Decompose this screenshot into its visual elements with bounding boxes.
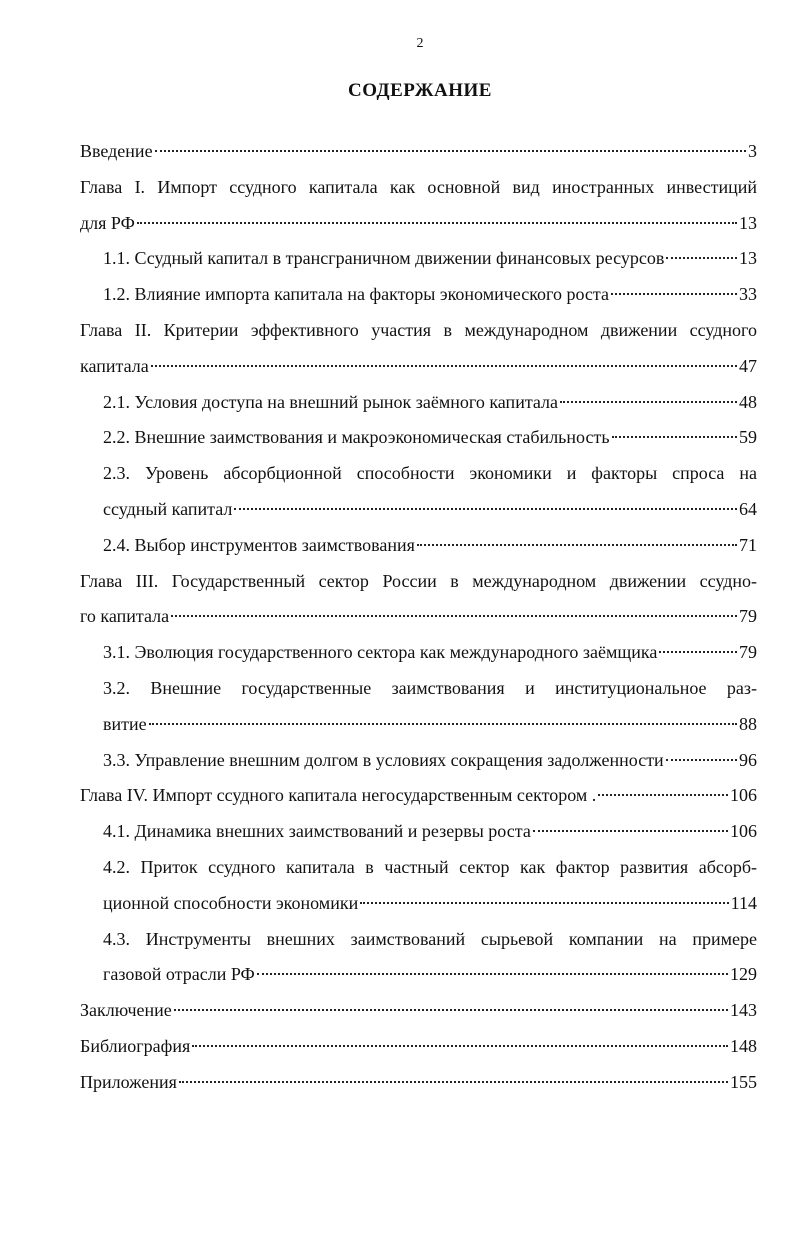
toc-line: капитала 47 bbox=[80, 349, 757, 385]
leader bbox=[666, 257, 737, 260]
leader bbox=[532, 830, 728, 833]
leader bbox=[192, 1044, 728, 1047]
leader bbox=[178, 1080, 728, 1083]
leader bbox=[256, 973, 728, 976]
entry-page: 106 bbox=[730, 821, 757, 842]
entry-text: 3.3. Управление внешним долгом в условия… bbox=[103, 749, 664, 770]
toc-line: Библиография 148 bbox=[80, 1029, 757, 1065]
leader bbox=[154, 150, 746, 152]
entry-text: 3.1. Эволюция государственного сектора к… bbox=[103, 642, 658, 663]
leader bbox=[610, 293, 737, 296]
entry-page: 47 bbox=[739, 355, 757, 376]
entry-page: 3 bbox=[748, 141, 757, 161]
entry-page: 155 bbox=[730, 1071, 757, 1092]
entry-page: 59 bbox=[739, 427, 757, 448]
toc-line: 4.1. Динамика внешних заимствований и ре… bbox=[80, 814, 757, 850]
leader bbox=[665, 758, 737, 761]
toc-line: 2.3. Уровень абсорбционной способности э… bbox=[103, 463, 757, 484]
toc-line: Заключение 143 bbox=[80, 993, 757, 1029]
leader bbox=[360, 901, 729, 904]
leader bbox=[171, 615, 737, 618]
entry-text: 2.4. Выбор инструментов заимствования bbox=[103, 534, 415, 555]
entry-page: 106 bbox=[730, 785, 757, 806]
entry-page: 79 bbox=[739, 642, 757, 663]
entry-text: ссудный капитал bbox=[103, 498, 233, 519]
leader bbox=[598, 794, 728, 797]
toc-line: витие 88 bbox=[80, 707, 757, 743]
toc-line: 2.2. Внешние заимствования и макроэконом… bbox=[80, 420, 757, 456]
entry-text: ционной способности экономики bbox=[103, 892, 359, 913]
entry-page: 48 bbox=[739, 391, 757, 412]
entry-text: витие bbox=[103, 713, 147, 734]
toc-line: 3.2. Внешние государственные заимствован… bbox=[103, 677, 757, 698]
entry-page: 143 bbox=[730, 1000, 757, 1021]
toc-line: 2.1. Условия доступа на внешний рынок за… bbox=[80, 385, 757, 421]
entry-text: 2.1. Условия доступа на внешний рынок за… bbox=[103, 391, 559, 412]
leader bbox=[150, 364, 737, 367]
entry-page: 71 bbox=[739, 534, 757, 555]
entry-text: газовой отрасли РФ bbox=[103, 964, 255, 985]
toc-line: для РФ 13 bbox=[80, 206, 757, 242]
toc-line: 3.3. Управление внешним долгом в условия… bbox=[80, 743, 757, 779]
leader bbox=[659, 651, 737, 654]
entry-page: 88 bbox=[739, 713, 757, 734]
entry-text: Введение bbox=[80, 141, 153, 161]
toc: Введение 3 Глава I. Импорт ссудного капита… bbox=[80, 134, 757, 1101]
toc-line: Глава II. Критерии эффективного участия … bbox=[80, 319, 757, 340]
entry-text: 4.1. Динамика внешних заимствований и ре… bbox=[103, 821, 531, 842]
entry-page: 13 bbox=[739, 248, 757, 269]
toc-line: 1.1. Ссудный капитал в трансграничном дв… bbox=[80, 241, 757, 277]
toc-line: Глава I. Импорт ссудного капитала как ос… bbox=[80, 176, 757, 197]
entry-text: Заключение bbox=[80, 1000, 172, 1021]
leader bbox=[560, 400, 737, 403]
toc-line: ционной способности экономики 114 bbox=[80, 886, 757, 922]
toc-line: 1.2. Влияние импорта капитала на факторы… bbox=[80, 277, 757, 313]
entry-text: 2.2. Внешние заимствования и макроэконом… bbox=[103, 427, 610, 448]
toc-line: 2.4. Выбор инструментов заимствования 71 bbox=[80, 528, 757, 564]
entry-page: 129 bbox=[730, 964, 757, 985]
toc-line: газовой отрасли РФ 129 bbox=[80, 957, 757, 993]
toc-line: 4.2. Приток ссудного капитала в частный … bbox=[103, 856, 757, 877]
entry-text: 1.2. Влияние импорта капитала на факторы… bbox=[103, 284, 609, 305]
entry-text: для РФ bbox=[80, 212, 135, 233]
entry-page: 148 bbox=[730, 1035, 757, 1056]
toc-line: Введение 3 bbox=[80, 134, 757, 170]
entry-page: 64 bbox=[739, 498, 757, 519]
toc-line: го капитала 79 bbox=[80, 599, 757, 635]
leader bbox=[611, 436, 737, 439]
entry-text: Глава IV. Импорт ссудного капитала негос… bbox=[80, 785, 597, 806]
page-number: 2 bbox=[416, 36, 424, 51]
entry-page: 33 bbox=[739, 284, 757, 305]
toc-line: 3.1. Эволюция государственного сектора к… bbox=[80, 635, 757, 671]
entry-page: 114 bbox=[730, 892, 757, 913]
leader bbox=[136, 221, 737, 224]
leader bbox=[173, 1009, 728, 1012]
toc-line: Глава III. Государственный сектор России… bbox=[80, 570, 757, 591]
entry-page: 13 bbox=[739, 212, 757, 233]
toc-line: ссудный капитал 64 bbox=[80, 492, 757, 528]
toc-line: Приложения 155 bbox=[80, 1065, 757, 1101]
entry-page: 96 bbox=[739, 749, 757, 770]
entry-text: 1.1. Ссудный капитал в трансграничном дв… bbox=[103, 248, 665, 269]
entry-text: Библиография bbox=[80, 1035, 191, 1056]
leader bbox=[416, 543, 737, 546]
toc-title: СОДЕРЖАНИЕ bbox=[348, 80, 492, 101]
leader bbox=[234, 507, 737, 510]
entry-text: го капитала bbox=[80, 606, 170, 627]
toc-line: 4.3. Инструменты внешних заимствований с… bbox=[103, 928, 757, 949]
toc-line: Глава IV. Импорт ссудного капитала негос… bbox=[80, 778, 757, 814]
entry-page: 79 bbox=[739, 606, 757, 627]
entry-text: капитала bbox=[80, 355, 149, 376]
entry-text: Приложения bbox=[80, 1071, 177, 1092]
leader bbox=[148, 722, 737, 725]
